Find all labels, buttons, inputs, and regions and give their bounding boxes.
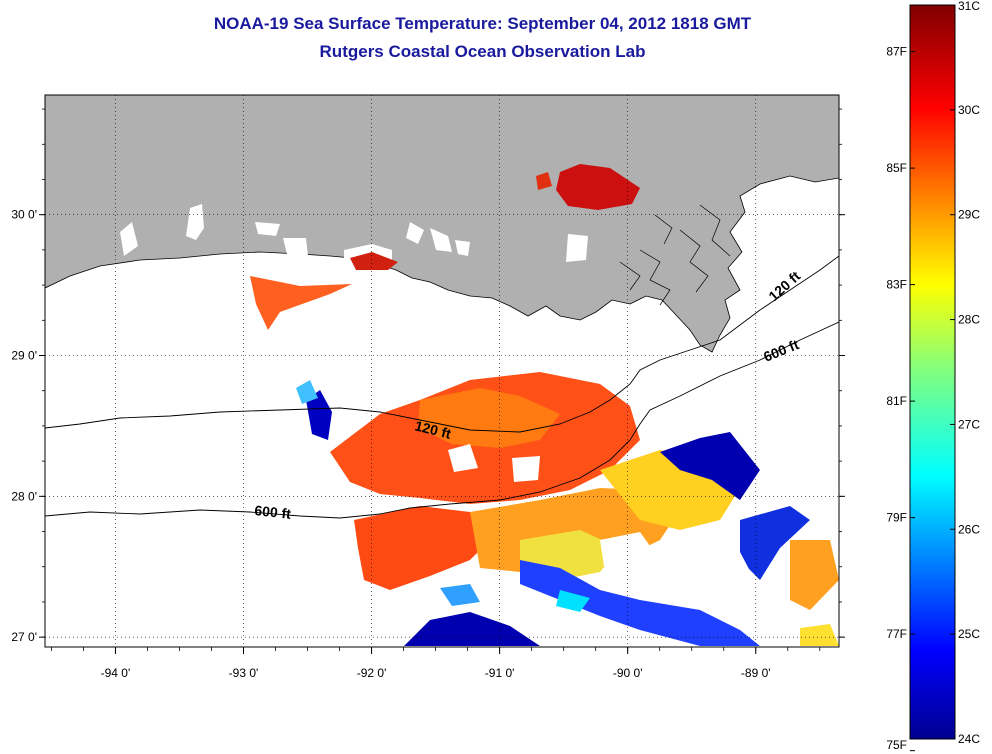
celsius-label: 29C [958, 208, 980, 222]
celsius-label: 28C [958, 313, 980, 327]
lon-tick-label: -93 0' [229, 666, 259, 680]
lon-tick-label: -92 0' [357, 666, 387, 680]
sst-patch-sabine [250, 276, 352, 330]
plot-frame [44, 94, 840, 648]
fahrenheit-label: 83F [886, 278, 907, 292]
celsius-label: 27C [958, 417, 980, 431]
fahrenheit-label: 87F [886, 45, 907, 59]
celsius-label: 26C [958, 522, 980, 536]
fahrenheit-label: 75F [886, 738, 907, 752]
colorbar: 31C 30C 29C 28C 27C 26C 25C 24C 87F 85F 83F 81F 79F… [886, 0, 980, 752]
sst-patch-small [536, 172, 552, 190]
bathymetry-contours [45, 255, 839, 519]
map-title: NOAA-19 Sea Surface Temperature: Septemb… [213, 14, 752, 33]
lat-tick-label: 28 0' [11, 489, 37, 503]
lon-tick-label: -91 0' [485, 666, 515, 680]
latitude-axis: 30 0' 29 0' 28 0' 27 0' [11, 208, 37, 644]
colorbar-fahrenheit-scale: 87F 85F 83F 81F 79F 77F 75F [886, 45, 915, 752]
lon-tick-label: -94 0' [101, 666, 131, 680]
celsius-label: 24C [958, 732, 980, 746]
lon-tick-label: -90 0' [613, 666, 643, 680]
longitude-axis: -94 0' -93 0' -92 0' -91 0' -90 0' -89 0' [101, 666, 771, 680]
sst-patch-lake [556, 164, 640, 210]
sst-patch-vermilion [350, 252, 398, 270]
lat-tick-label: 29 0' [11, 349, 37, 363]
lon-tick-label: -89 0' [741, 666, 771, 680]
map-subtitle: Rutgers Coastal Ocean Observation Lab [319, 42, 646, 61]
lat-tick-label: 30 0' [11, 208, 37, 222]
colorbar-gradient [909, 4, 956, 740]
delta-marsh [619, 204, 731, 306]
celsius-label: 30C [958, 103, 980, 117]
fahrenheit-label: 79F [886, 511, 907, 525]
contour-label-600ft-west: 600 ft [254, 502, 292, 522]
graticule [39, 95, 845, 654]
celsius-label: 25C [958, 627, 980, 641]
sst-field [296, 372, 839, 646]
colorbar-celsius-scale: 31C 30C 29C 28C 27C 26C 25C 24C [950, 0, 980, 746]
fahrenheit-label: 81F [886, 394, 907, 408]
lat-tick-label: 27 0' [11, 630, 37, 644]
fahrenheit-label: 85F [886, 161, 907, 175]
celsius-label: 31C [958, 0, 980, 13]
fahrenheit-label: 77F [886, 627, 907, 641]
